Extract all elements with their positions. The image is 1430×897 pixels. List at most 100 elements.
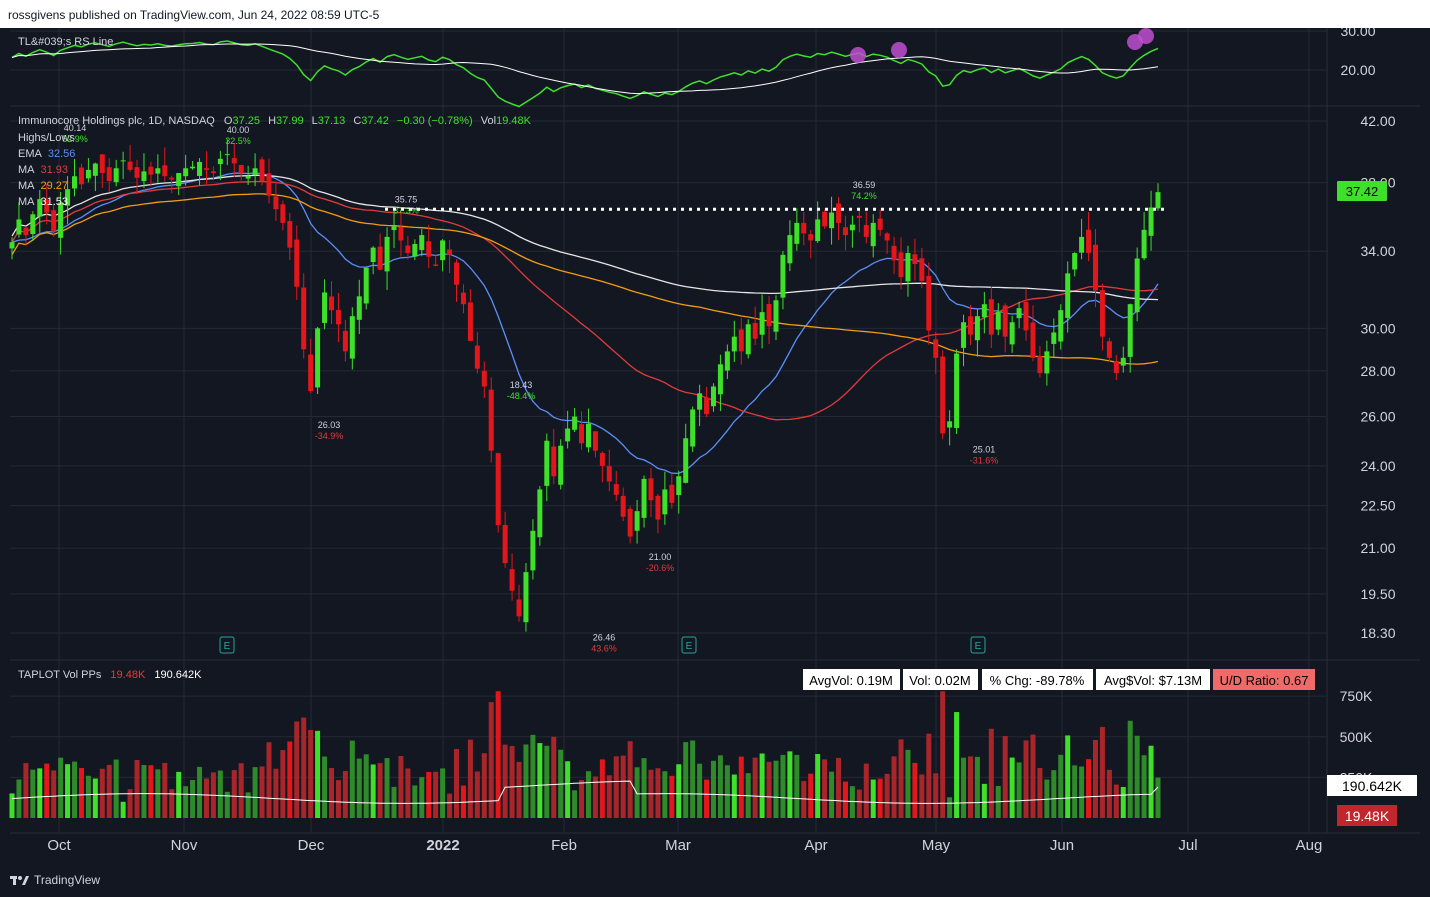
candle bbox=[169, 175, 175, 194]
time-tick-label: Aug bbox=[1296, 837, 1323, 854]
volume-bar bbox=[815, 754, 821, 818]
candle bbox=[1044, 340, 1050, 386]
volume-bar bbox=[259, 766, 265, 818]
stat-avgvol: AvgVol: 0.19M bbox=[809, 673, 893, 688]
chart-area[interactable]: 40.14 52.9% 40.00 32.5% 26.03 -34.9% 35.75 37.3… bbox=[0, 23, 1430, 864]
candle bbox=[419, 229, 425, 257]
candle-body bbox=[759, 312, 765, 335]
candle bbox=[988, 286, 994, 348]
candle bbox=[801, 212, 807, 246]
candle-body bbox=[988, 299, 994, 335]
candle-body bbox=[794, 222, 800, 244]
candle-body bbox=[530, 530, 536, 571]
candle bbox=[377, 233, 383, 271]
candle bbox=[585, 408, 591, 453]
annotation-pct: -34.9% bbox=[315, 431, 344, 441]
candle bbox=[905, 245, 911, 297]
candle bbox=[537, 486, 543, 546]
candle-body bbox=[766, 303, 772, 327]
candle bbox=[1086, 212, 1092, 262]
candle-body bbox=[613, 484, 619, 495]
earnings-marker-e[interactable]: E bbox=[681, 636, 697, 654]
candle bbox=[940, 350, 946, 440]
candle-body bbox=[1044, 351, 1050, 374]
candle bbox=[231, 143, 237, 178]
candle bbox=[85, 158, 91, 183]
candle bbox=[676, 470, 682, 514]
time-tick-label: Feb bbox=[551, 837, 577, 854]
volume-bar bbox=[627, 741, 633, 818]
candle-body bbox=[863, 225, 869, 237]
volume-tick-label: 750K bbox=[1340, 688, 1373, 704]
candle-body bbox=[738, 329, 744, 352]
candle bbox=[183, 154, 189, 186]
volume-bar bbox=[51, 770, 57, 818]
candle-body bbox=[398, 226, 404, 241]
volume-bar bbox=[349, 740, 355, 818]
volume-bar bbox=[481, 753, 487, 818]
candle-body bbox=[141, 171, 147, 182]
candle bbox=[384, 227, 390, 290]
volume-bar bbox=[905, 749, 911, 818]
earnings-marker-e[interactable]: E bbox=[970, 636, 986, 654]
candle-body bbox=[301, 287, 307, 350]
candle-body bbox=[72, 176, 78, 189]
volume-bar bbox=[884, 773, 890, 818]
candle bbox=[849, 215, 855, 248]
annotation-pct: -20.6% bbox=[646, 563, 675, 573]
candle-body bbox=[467, 302, 473, 341]
candle-body bbox=[787, 235, 793, 264]
annotation-price: 18.43 bbox=[510, 380, 533, 390]
candle-body bbox=[565, 428, 571, 442]
tradingview-logo[interactable]: TradingView bbox=[10, 873, 100, 887]
candle-body bbox=[856, 215, 862, 218]
volume-bar bbox=[440, 768, 446, 818]
volume-bar bbox=[106, 764, 112, 818]
candle-body bbox=[1120, 357, 1126, 366]
candle-body bbox=[710, 386, 716, 407]
candle bbox=[1058, 304, 1064, 350]
candle bbox=[1030, 305, 1036, 362]
candle-body bbox=[606, 466, 612, 482]
earnings-markers[interactable]: E E E bbox=[219, 636, 986, 654]
candle bbox=[273, 181, 279, 221]
candle-body bbox=[891, 245, 897, 261]
svg-text:E: E bbox=[975, 641, 982, 652]
candle bbox=[551, 428, 557, 485]
candle-body bbox=[294, 239, 300, 287]
candle bbox=[836, 196, 842, 241]
volume-bar bbox=[537, 743, 543, 818]
volume-bar bbox=[572, 790, 578, 818]
volume-bar bbox=[502, 744, 508, 818]
volume-bar bbox=[315, 730, 321, 818]
candle bbox=[974, 308, 980, 357]
candle bbox=[724, 344, 730, 380]
candle-body bbox=[203, 168, 209, 170]
candle bbox=[961, 314, 967, 367]
candle bbox=[1079, 218, 1085, 260]
volume-bar bbox=[1079, 766, 1085, 818]
candle bbox=[794, 208, 800, 251]
candle bbox=[447, 239, 453, 274]
candle bbox=[787, 220, 793, 272]
rs-new-high-dot bbox=[891, 42, 907, 58]
candle-body bbox=[44, 199, 50, 213]
candle-body bbox=[273, 196, 279, 210]
volume-bar bbox=[433, 771, 439, 818]
candle bbox=[884, 232, 890, 254]
candle bbox=[627, 506, 633, 544]
candle-body bbox=[280, 204, 286, 223]
candle-body bbox=[683, 438, 689, 483]
time-tick-label: Apr bbox=[804, 837, 827, 854]
last-price-label: 37.42 bbox=[1337, 181, 1387, 201]
volume-bar bbox=[328, 768, 334, 818]
volume-bar bbox=[613, 756, 619, 818]
candle bbox=[356, 279, 362, 335]
annotation-pct: -31.6% bbox=[970, 455, 999, 465]
candle bbox=[1120, 346, 1126, 373]
candle bbox=[294, 225, 300, 300]
candle-body bbox=[724, 351, 730, 371]
legend-ma-red: MA 31.93 bbox=[18, 164, 68, 176]
earnings-marker-e[interactable]: E bbox=[219, 636, 235, 654]
